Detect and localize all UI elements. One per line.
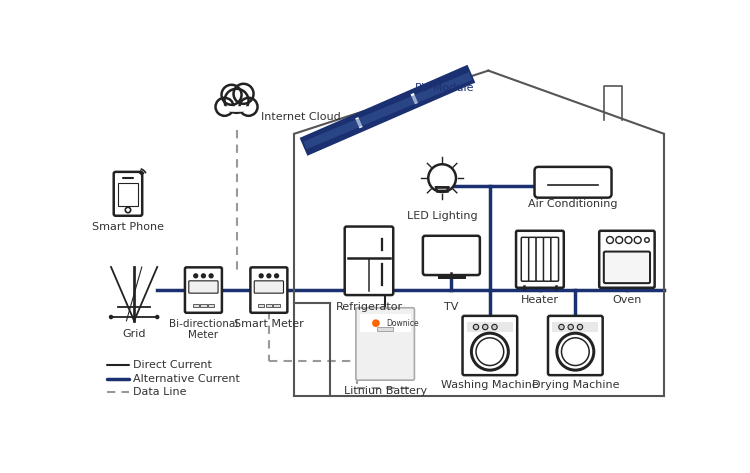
Bar <box>274 304 280 307</box>
Bar <box>208 304 214 307</box>
Bar <box>360 314 410 333</box>
Circle shape <box>607 236 613 244</box>
Circle shape <box>559 324 564 330</box>
Circle shape <box>215 98 233 116</box>
Circle shape <box>578 324 583 330</box>
Text: Heater: Heater <box>521 296 559 306</box>
Circle shape <box>428 164 456 192</box>
Bar <box>266 304 272 307</box>
Circle shape <box>274 274 278 278</box>
Bar <box>258 304 264 307</box>
Text: Washing Machine: Washing Machine <box>441 380 538 390</box>
Bar <box>200 304 206 307</box>
Text: Alternative Current: Alternative Current <box>134 374 240 384</box>
Text: PV Module: PV Module <box>416 83 474 93</box>
FancyBboxPatch shape <box>536 237 544 281</box>
Text: Downice: Downice <box>387 319 419 328</box>
Circle shape <box>202 274 206 278</box>
FancyBboxPatch shape <box>189 281 218 293</box>
Circle shape <box>556 333 594 370</box>
FancyBboxPatch shape <box>548 316 603 375</box>
FancyBboxPatch shape <box>254 281 284 293</box>
Text: TV: TV <box>444 302 458 312</box>
Text: Grid: Grid <box>122 329 146 339</box>
FancyBboxPatch shape <box>251 267 287 313</box>
Circle shape <box>260 274 263 278</box>
FancyBboxPatch shape <box>114 172 142 216</box>
Text: Drying Machine: Drying Machine <box>532 380 619 390</box>
Circle shape <box>645 238 650 242</box>
Circle shape <box>372 319 380 327</box>
Circle shape <box>492 324 497 330</box>
Bar <box>552 322 598 332</box>
Text: Air Conditioning: Air Conditioning <box>528 199 618 209</box>
Circle shape <box>616 236 622 244</box>
Circle shape <box>568 324 574 330</box>
FancyBboxPatch shape <box>550 237 559 281</box>
Text: LED Lighting: LED Lighting <box>406 211 478 221</box>
Circle shape <box>194 274 198 278</box>
Text: Smart Meter: Smart Meter <box>234 318 304 329</box>
Text: Litniun Battery: Litniun Battery <box>344 386 427 396</box>
Circle shape <box>473 324 478 330</box>
Circle shape <box>239 98 257 116</box>
FancyBboxPatch shape <box>185 267 222 313</box>
Circle shape <box>625 236 632 244</box>
Text: Refrigerator: Refrigerator <box>335 302 403 312</box>
Text: Data Line: Data Line <box>134 387 187 397</box>
FancyBboxPatch shape <box>463 316 518 375</box>
Bar <box>377 327 393 331</box>
Circle shape <box>125 207 130 213</box>
Text: Smart Phone: Smart Phone <box>92 222 164 232</box>
Circle shape <box>267 274 271 278</box>
Circle shape <box>233 84 254 104</box>
Circle shape <box>562 338 590 366</box>
FancyBboxPatch shape <box>345 227 393 295</box>
Circle shape <box>482 324 488 330</box>
Text: Oven: Oven <box>612 296 641 306</box>
FancyBboxPatch shape <box>529 237 536 281</box>
FancyBboxPatch shape <box>356 308 415 380</box>
Circle shape <box>472 333 509 370</box>
Polygon shape <box>436 187 448 191</box>
Text: Internet Cloud: Internet Cloud <box>261 112 341 122</box>
FancyBboxPatch shape <box>423 236 480 275</box>
Text: Bi-directional
Meter: Bi-directional Meter <box>169 318 238 340</box>
Circle shape <box>209 274 213 278</box>
Circle shape <box>634 236 641 244</box>
Bar <box>118 183 138 206</box>
FancyBboxPatch shape <box>604 252 650 283</box>
FancyBboxPatch shape <box>521 237 529 281</box>
Bar <box>466 322 513 332</box>
Circle shape <box>224 89 248 113</box>
Circle shape <box>476 338 504 366</box>
Text: Direct Current: Direct Current <box>134 360 212 370</box>
Circle shape <box>156 315 159 318</box>
Bar <box>193 304 199 307</box>
FancyBboxPatch shape <box>535 167 611 198</box>
FancyBboxPatch shape <box>516 231 564 288</box>
FancyBboxPatch shape <box>544 237 551 281</box>
Circle shape <box>110 315 112 318</box>
FancyBboxPatch shape <box>599 231 655 288</box>
Circle shape <box>221 85 242 105</box>
